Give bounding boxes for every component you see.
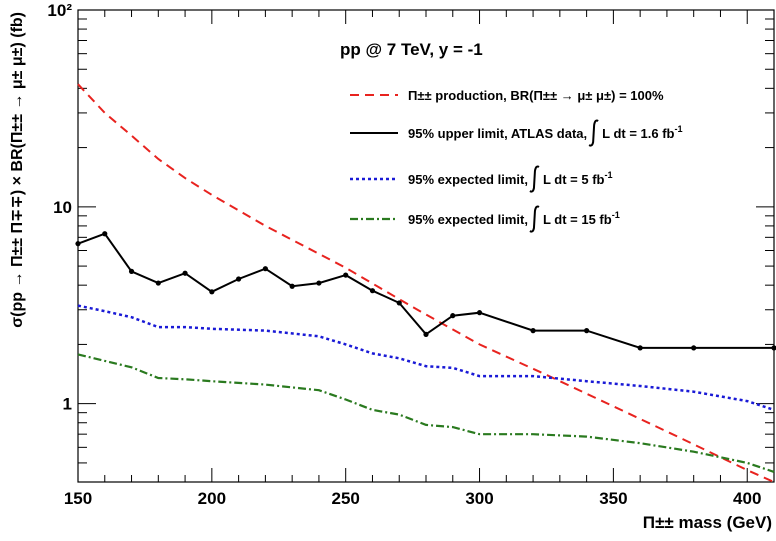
data-point	[102, 231, 108, 237]
integral-sign-icon	[529, 205, 540, 233]
legend-luminosity-1: L dt = 1.6 fb-1	[602, 124, 682, 141]
data-point	[289, 283, 295, 289]
data-point	[316, 280, 322, 286]
series-line-2	[77, 304, 775, 412]
x-tick-label-350: 350	[599, 489, 627, 508]
data-point	[182, 270, 188, 276]
legend-luminosity-3: L dt = 15 fb-1	[543, 210, 620, 227]
data-point	[128, 268, 135, 274]
y-axis-label: σ(pp → Π±± Π∓∓) × BR(Π±± → μ± μ±) (fb)	[9, 12, 26, 328]
data-point	[450, 313, 456, 319]
series-line-1	[77, 232, 774, 349]
data-point	[476, 310, 483, 316]
legend-label-1: 95% upper limit, ATLAS data,	[408, 126, 587, 141]
axis-ticks: 150 200 250 300 350 400 1 10 10²	[47, 1, 775, 508]
plot-frame	[77, 9, 775, 483]
legend: Π±± production, BR(Π±± → μ± μ±) = 100% 95…	[350, 88, 683, 233]
data-point	[584, 328, 590, 334]
series-line-0	[77, 83, 775, 483]
series-lines	[75, 83, 776, 483]
data-point	[262, 266, 268, 272]
x-tick-label-400: 400	[733, 489, 761, 508]
data-point	[691, 345, 697, 351]
integral-sign-icon	[529, 165, 540, 193]
chart-title: pp @ 7 TeV, y = -1	[340, 40, 483, 59]
data-point	[423, 331, 429, 337]
data-point	[236, 276, 242, 282]
data-point	[75, 241, 81, 247]
legend-label-3: 95% expected limit,	[408, 212, 528, 227]
data-point	[530, 328, 536, 334]
x-tick-label-200: 200	[198, 489, 226, 508]
data-point	[637, 345, 643, 351]
x-tick-label-300: 300	[465, 489, 493, 508]
y-tick-label: 10	[53, 198, 72, 217]
data-point	[396, 300, 402, 306]
y-tick-label: 1	[63, 395, 72, 414]
data-point	[771, 345, 776, 351]
data-point	[343, 272, 349, 278]
x-axis-label: Π±± mass (GeV)	[643, 513, 772, 532]
x-tick-label-150: 150	[64, 489, 92, 508]
legend-luminosity-2: L dt = 5 fb-1	[543, 170, 613, 187]
y-tick-label: 10²	[47, 1, 72, 20]
legend-label-0: Π±± production, BR(Π±± → μ± μ±) = 100%	[408, 88, 664, 103]
x-tick-label-250: 250	[332, 489, 360, 508]
data-point	[369, 288, 376, 294]
series-line-3	[77, 353, 775, 473]
data-point	[155, 280, 161, 286]
legend-label-2: 95% expected limit,	[408, 172, 528, 187]
data-point	[209, 289, 215, 295]
integral-sign-icon	[588, 119, 599, 147]
